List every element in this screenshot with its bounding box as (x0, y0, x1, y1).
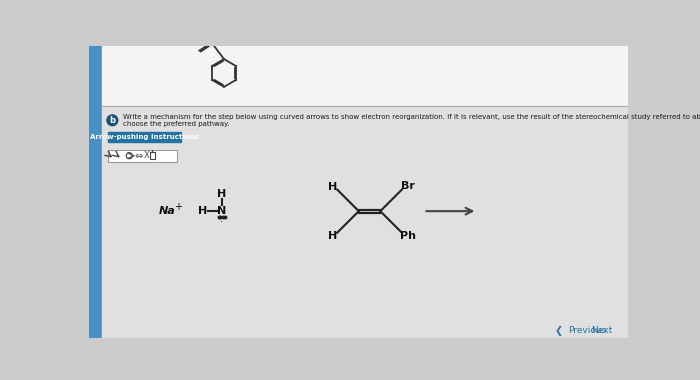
Text: Br: Br (401, 181, 415, 191)
Text: Arrow-pushing Instructions: Arrow-pushing Instructions (90, 134, 199, 140)
Text: ❮: ❮ (555, 326, 563, 336)
Text: :: : (220, 214, 223, 224)
Text: ⇔: ⇔ (134, 151, 143, 161)
Text: Write a mechanism for the step below using curved arrows to show electron reorga: Write a mechanism for the step below usi… (123, 114, 700, 120)
Text: choose the preferred pathway.: choose the preferred pathway. (123, 121, 230, 127)
Text: N: N (217, 206, 226, 216)
Text: b: b (109, 116, 116, 125)
Bar (108, 150, 177, 162)
Text: X: X (144, 151, 149, 160)
Bar (102, 46, 629, 106)
Bar (108, 132, 181, 142)
Text: Ph: Ph (400, 231, 416, 241)
Text: Previous: Previous (568, 326, 606, 335)
Text: H: H (328, 231, 337, 241)
Text: H: H (328, 182, 337, 192)
Bar (150, 152, 155, 159)
Text: Na: Na (159, 206, 176, 216)
Text: H: H (217, 189, 226, 199)
Bar (90, 46, 102, 338)
Text: H: H (198, 206, 207, 216)
Text: +: + (174, 201, 182, 212)
Circle shape (107, 115, 118, 126)
Text: Next: Next (592, 326, 613, 335)
Bar (102, 106, 629, 338)
